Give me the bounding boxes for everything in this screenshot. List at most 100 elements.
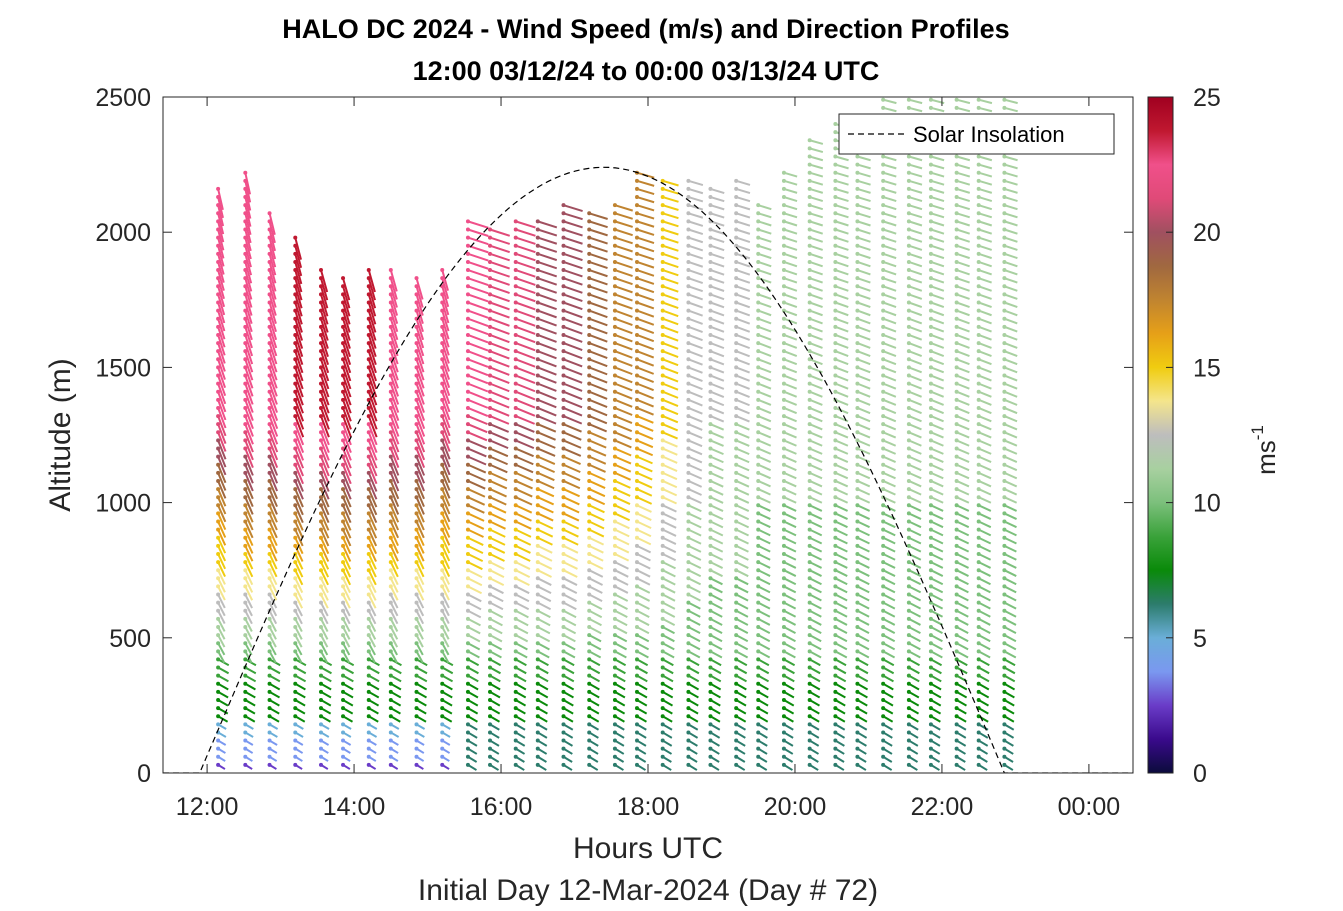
wind-arrow — [244, 286, 253, 308]
wind-arrow — [268, 642, 277, 656]
wind-arrow — [588, 325, 608, 335]
wind-arrow-head — [660, 405, 665, 410]
wind-arrow — [1004, 350, 1018, 357]
wind-arrow-head — [561, 624, 566, 629]
wind-arrow — [217, 358, 226, 380]
wind-arrow — [537, 301, 557, 311]
wind-arrow — [978, 471, 992, 480]
wind-arrow-head — [976, 389, 981, 394]
wind-arrow-head — [293, 689, 298, 694]
wind-arrow-head — [781, 462, 786, 467]
wind-arrow — [662, 212, 679, 220]
wind-arrow-head — [440, 430, 445, 435]
wind-arrow — [908, 398, 922, 406]
wind-arrow-head — [587, 259, 592, 264]
wind-arrow — [956, 317, 970, 325]
wind-arrow-head — [488, 738, 493, 743]
wind-arrow — [268, 529, 278, 547]
wind-arrow-head — [833, 365, 838, 370]
wind-arrow — [783, 407, 798, 415]
wind-arrow-head — [587, 527, 592, 532]
wind-arrow-head — [341, 503, 346, 508]
wind-arrow — [320, 318, 329, 341]
wind-arrow-head — [976, 276, 981, 281]
wind-arrow — [415, 650, 424, 664]
wind-arrow-head — [686, 324, 691, 329]
wind-arrow — [835, 423, 849, 431]
wind-arrow-head — [488, 478, 493, 483]
wind-arrow — [389, 577, 399, 593]
wind-arrow — [415, 277, 424, 300]
wind-arrow-head — [561, 373, 566, 378]
wind-arrow-head — [216, 706, 221, 711]
wind-arrow — [688, 196, 704, 203]
wind-arrow — [978, 342, 992, 349]
wind-arrow — [710, 577, 723, 586]
wind-arrow — [515, 463, 534, 474]
wind-arrow — [809, 407, 823, 415]
wind-arrow-head — [318, 495, 323, 500]
wind-arrow-head — [881, 681, 886, 686]
wind-arrow-head — [976, 292, 981, 297]
wind-arrow-head — [465, 365, 470, 370]
wind-arrow-head — [267, 738, 272, 743]
wind-arrow — [588, 439, 607, 449]
wind-arrow — [588, 358, 608, 368]
wind-arrow — [1004, 277, 1018, 284]
wind-arrow-head — [388, 633, 393, 638]
wind-arrow — [588, 309, 608, 319]
wind-arrow-head — [906, 608, 911, 613]
wind-arrow — [857, 496, 871, 504]
wind-arrow — [834, 593, 848, 602]
wind-arrow — [662, 407, 679, 416]
wind-arrow — [217, 496, 227, 515]
wind-arrow-head — [293, 560, 298, 565]
wind-arrow — [636, 512, 652, 521]
wind-arrow — [563, 366, 583, 376]
wind-arrow — [1004, 325, 1018, 333]
wind-arrow — [710, 496, 724, 504]
wind-arrow-head — [833, 381, 838, 386]
wind-arrow — [389, 286, 398, 308]
wind-arrow-head — [366, 584, 371, 589]
legend-box — [838, 113, 1115, 155]
wind-arrow — [636, 569, 651, 578]
wind-arrow — [857, 179, 871, 186]
wind-arrow — [857, 463, 871, 472]
wind-arrow — [537, 488, 555, 498]
wind-arrow-head — [756, 332, 761, 337]
wind-arrow-head — [954, 730, 959, 735]
wind-arrow-head — [906, 300, 911, 305]
wind-arrow — [908, 496, 922, 504]
wind-arrow-head — [465, 697, 470, 702]
wind-arrow-head — [488, 697, 493, 702]
wind-arrow-head — [488, 535, 493, 540]
wind-arrow-head — [388, 762, 393, 767]
wind-arrow-head — [708, 438, 713, 443]
wind-arrow-head — [855, 568, 860, 573]
wind-arrow — [342, 537, 352, 555]
wind-arrow — [882, 415, 897, 423]
wind-arrow-head — [634, 543, 639, 548]
wind-arrow — [588, 390, 608, 400]
wind-arrow-head — [807, 203, 812, 208]
wind-arrow-head — [756, 673, 761, 678]
wind-arrow — [467, 293, 489, 303]
wind-arrow-head — [807, 560, 812, 565]
wind-arrow — [735, 496, 750, 504]
wind-arrow — [710, 512, 724, 521]
wind-arrow-head — [465, 706, 470, 711]
wind-arrow — [588, 317, 608, 327]
wind-arrow-head — [855, 300, 860, 305]
wind-arrow — [244, 318, 253, 341]
wind-arrow — [930, 431, 944, 439]
wind-arrow — [809, 577, 822, 586]
wind-arrow — [857, 301, 871, 309]
wind-arrow-head — [660, 308, 665, 313]
wind-arrow-head — [686, 251, 691, 256]
wind-arrow — [294, 650, 303, 664]
wind-arrow-head — [954, 389, 959, 394]
wind-arrow — [588, 342, 608, 351]
wind-arrow-head — [660, 349, 665, 354]
wind-arrow — [217, 423, 227, 445]
